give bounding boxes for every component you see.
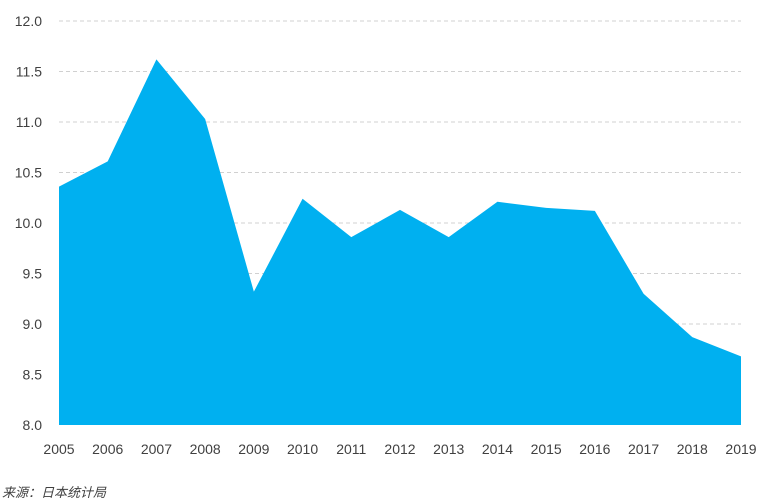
x-tick-label: 2007 <box>141 441 172 457</box>
y-tick-label: 11.0 <box>16 114 42 130</box>
x-tick-label: 2006 <box>92 441 123 457</box>
area-fill <box>59 59 741 425</box>
x-tick-label: 2013 <box>433 441 464 457</box>
x-tick-label: 2010 <box>287 441 318 457</box>
y-tick-label: 12.0 <box>15 13 42 29</box>
x-tick-label: 2018 <box>677 441 708 457</box>
y-tick-label: 10.0 <box>15 215 42 231</box>
y-tick-label: 8.5 <box>23 367 43 383</box>
x-tick-label: 2015 <box>531 441 562 457</box>
source-note: 来源：日本统计局 <box>2 486 107 501</box>
y-tick-label: 9.0 <box>23 316 43 332</box>
y-tick-label: 11.5 <box>16 64 42 80</box>
y-tick-label: 8.0 <box>23 417 43 433</box>
x-tick-label: 2008 <box>190 441 221 457</box>
y-axis-tick-labels: 8.0 8.5 9.0 9.5 10.0 10.5 11.0 11.5 12.0 <box>15 13 42 433</box>
x-tick-label: 2009 <box>238 441 269 457</box>
x-tick-label: 2012 <box>384 441 415 457</box>
area-series <box>59 59 741 425</box>
x-tick-label: 2016 <box>579 441 610 457</box>
y-tick-label: 10.5 <box>15 165 42 181</box>
x-tick-label: 2011 <box>336 441 366 457</box>
x-axis-tick-labels: 2005 2006 2007 2008 2009 2010 2011 2012 2013 2014… <box>43 441 756 457</box>
x-tick-label: 2014 <box>482 441 513 457</box>
y-tick-label: 9.5 <box>23 266 43 282</box>
x-tick-label: 2019 <box>725 441 756 457</box>
x-tick-label: 2005 <box>43 441 74 457</box>
x-tick-label: 2017 <box>628 441 659 457</box>
